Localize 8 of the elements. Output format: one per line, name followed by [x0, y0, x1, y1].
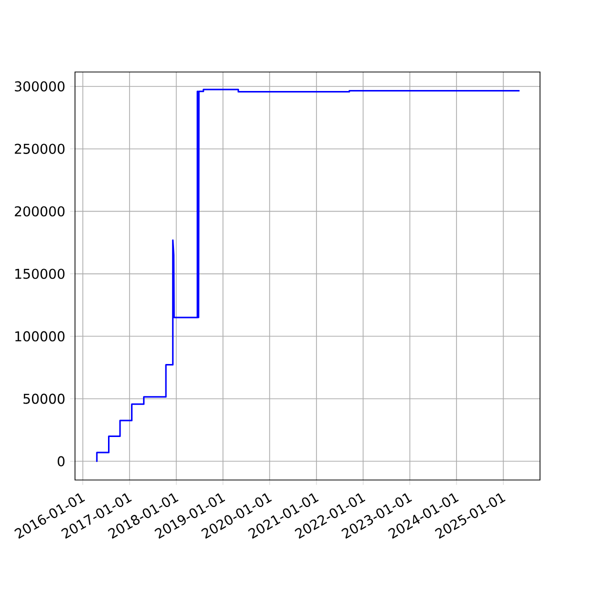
y-tick-label: 250000	[14, 144, 64, 154]
y-tick-label: 100000	[15, 331, 64, 342]
y-tick-label: 300000	[14, 81, 64, 92]
y-tick-label: 0	[58, 456, 64, 466]
line-series	[95, 88, 520, 462]
y-tick-label: 150000	[15, 268, 64, 279]
y-tick-label: 50000	[24, 394, 64, 404]
y-tick-label: 200000	[14, 206, 64, 216]
